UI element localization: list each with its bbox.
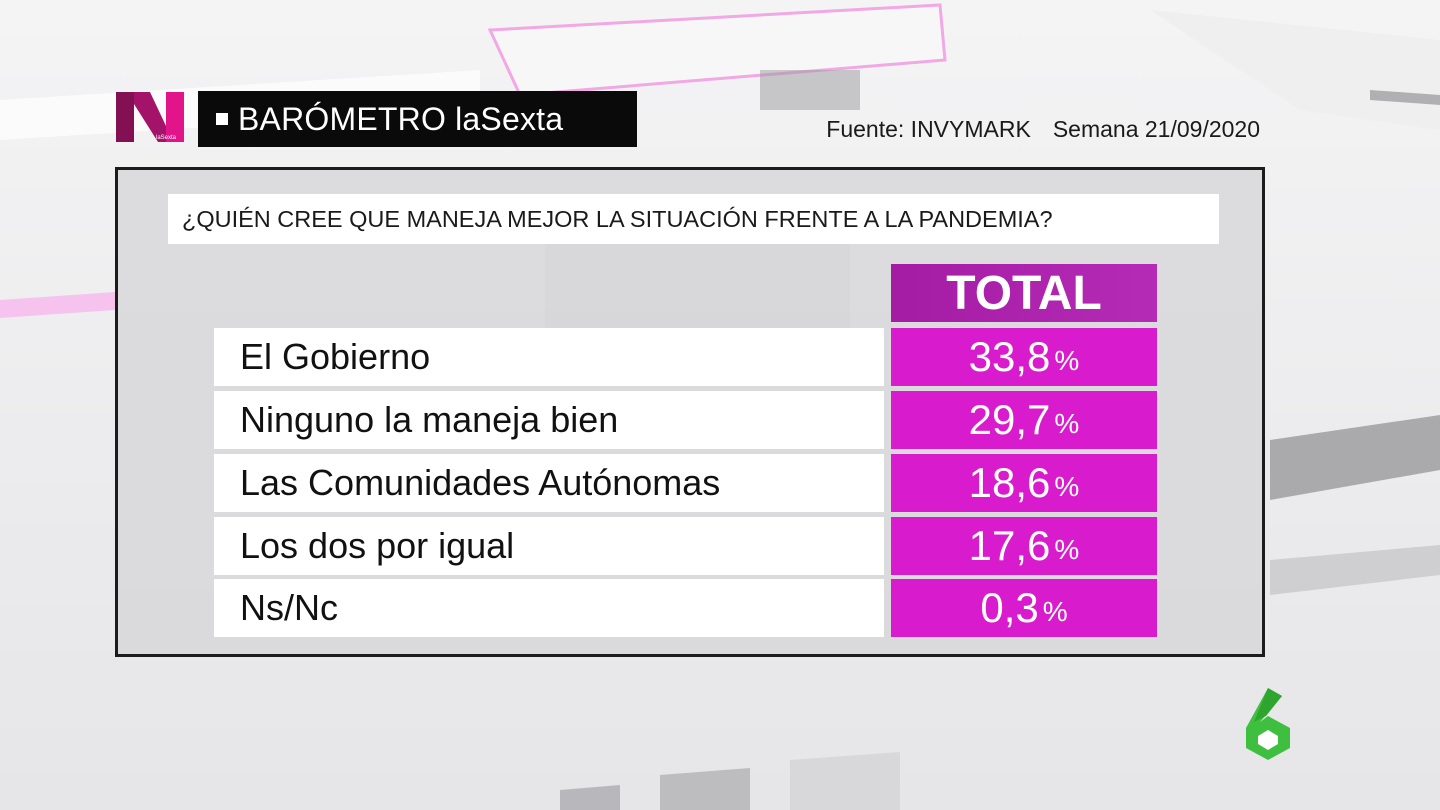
logo-sub-text: laSexta <box>156 135 177 141</box>
source-text: Fuente: INVYMARK <box>826 115 1031 142</box>
row-value-2: 29,7% <box>891 391 1157 449</box>
brand-header-box: BARÓMETRO laSexta <box>198 91 637 147</box>
percent-sign: % <box>1054 534 1080 565</box>
percent-sign: % <box>1054 408 1080 439</box>
square-bullet-icon <box>216 113 228 125</box>
question-title: ¿QUIÉN CREE QUE MANEJA MEJOR LA SITUACIÓ… <box>168 194 1219 244</box>
row-value-4: 17,6% <box>891 517 1157 575</box>
lasexta-6-logo <box>1246 688 1290 760</box>
source-line: Fuente: INVYMARK Semana 21/09/2020 <box>740 112 1260 146</box>
row-label-2: Ninguno la maneja bien <box>214 391 884 449</box>
row-label-5: Ns/Nc <box>214 579 884 637</box>
value-number: 29,7 <box>968 396 1051 443</box>
value-number: 33,8 <box>968 333 1051 380</box>
value-number: 0,3 <box>980 584 1039 631</box>
percent-sign: % <box>1054 345 1080 376</box>
row-value-3: 18,6% <box>891 454 1157 512</box>
row-value-5: 0,3% <box>891 579 1157 637</box>
value-number: 18,6 <box>968 459 1051 506</box>
row-label-1: El Gobierno <box>214 328 884 386</box>
row-label-4: Los dos por igual <box>214 517 884 575</box>
percent-sign: % <box>1054 471 1080 502</box>
brand-title: BARÓMETRO laSexta <box>238 100 564 137</box>
percent-sign: % <box>1042 596 1068 627</box>
value-number: 17,6 <box>968 522 1051 569</box>
row-value-1: 33,8% <box>891 328 1157 386</box>
row-label-3: Las Comunidades Autónomas <box>214 454 884 512</box>
total-column-header: TOTAL <box>891 264 1157 322</box>
week-text: Semana 21/09/2020 <box>1052 115 1260 142</box>
lasexta-noticias-n-logo: laSexta <box>116 92 184 142</box>
